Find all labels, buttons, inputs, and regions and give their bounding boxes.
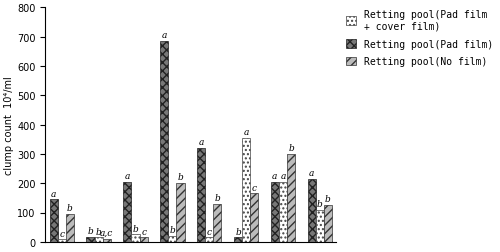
Text: b: b bbox=[288, 143, 294, 152]
Text: a: a bbox=[51, 189, 57, 198]
Text: a,c: a,c bbox=[100, 228, 114, 237]
Bar bbox=[132, 235, 140, 242]
Bar bbox=[205, 237, 214, 242]
Legend: Retting pool(Pad film
+ cover film), Retting pool(Pad film), Retting pool(No fil: Retting pool(Pad film + cover film), Ret… bbox=[344, 8, 495, 69]
Bar bbox=[50, 200, 58, 242]
Bar bbox=[250, 194, 258, 242]
Bar bbox=[102, 239, 111, 242]
Text: c: c bbox=[252, 183, 256, 192]
Text: a: a bbox=[309, 168, 314, 177]
Bar bbox=[86, 237, 94, 242]
Text: c: c bbox=[60, 229, 64, 238]
Text: c: c bbox=[206, 227, 212, 236]
Bar bbox=[140, 237, 147, 242]
Text: a: a bbox=[244, 128, 249, 136]
Text: b: b bbox=[88, 226, 94, 235]
Text: a: a bbox=[198, 138, 204, 147]
Text: b: b bbox=[132, 224, 138, 233]
Bar bbox=[324, 205, 332, 242]
Text: b: b bbox=[317, 199, 322, 208]
Bar bbox=[214, 204, 222, 242]
Text: a: a bbox=[124, 171, 130, 180]
Bar bbox=[316, 210, 324, 242]
Bar bbox=[271, 182, 279, 242]
Text: b: b bbox=[67, 203, 72, 212]
Text: a: a bbox=[280, 171, 285, 180]
Bar bbox=[242, 138, 250, 242]
Text: b: b bbox=[235, 227, 241, 236]
Bar bbox=[176, 183, 184, 242]
Bar bbox=[94, 237, 102, 242]
Bar bbox=[58, 240, 66, 242]
Bar bbox=[308, 179, 316, 242]
Text: c: c bbox=[141, 227, 146, 236]
Bar bbox=[168, 236, 176, 242]
Text: b: b bbox=[96, 227, 102, 236]
Text: b: b bbox=[178, 173, 184, 182]
Text: a: a bbox=[162, 31, 167, 40]
Text: b: b bbox=[325, 195, 331, 204]
Bar bbox=[160, 42, 168, 242]
Bar bbox=[287, 154, 295, 242]
Text: b: b bbox=[170, 225, 175, 234]
Y-axis label: clump count  10⁴/ml: clump count 10⁴/ml bbox=[4, 76, 14, 174]
Bar bbox=[124, 182, 132, 242]
Text: a: a bbox=[272, 171, 278, 180]
Text: b: b bbox=[214, 193, 220, 202]
Bar bbox=[234, 237, 242, 242]
Bar bbox=[66, 214, 74, 242]
Bar bbox=[197, 148, 205, 242]
Bar bbox=[279, 182, 287, 242]
